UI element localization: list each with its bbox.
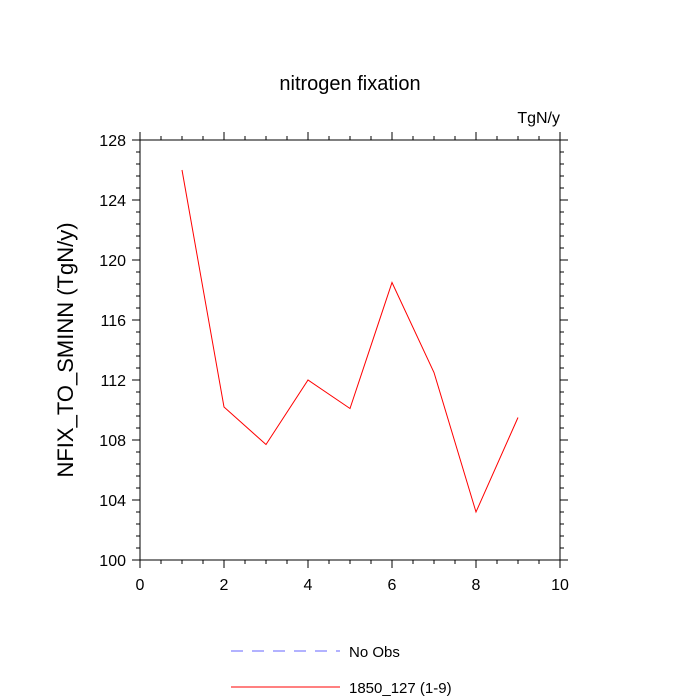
legend: No Obs 1850_127 (1-9) <box>231 644 452 697</box>
x-tick-label: 10 <box>551 577 569 594</box>
y-tick-label: 128 <box>99 133 126 150</box>
x-tick-label: 4 <box>304 577 313 594</box>
y-tick-label: 124 <box>99 193 126 210</box>
x-tick-label: 8 <box>472 577 481 594</box>
y-tick-label: 108 <box>99 433 126 450</box>
y-tick-label: 100 <box>99 553 126 570</box>
x-tick-label: 6 <box>388 577 397 594</box>
x-tick-label: 0 <box>136 577 145 594</box>
y-tick-label: 104 <box>99 493 126 510</box>
units-label: TgN/y <box>517 110 560 127</box>
plot-frame <box>139 139 561 561</box>
legend-label: 1850_127 (1-9) <box>349 680 452 697</box>
x-tick-label: 2 <box>220 577 229 594</box>
y-axis-label: NFIX_TO_SMINN (TgN/y) <box>53 222 78 477</box>
series-layer <box>181 169 519 514</box>
y-tick-label: 112 <box>100 373 126 390</box>
y-tick-label: 120 <box>99 253 126 270</box>
chart-title: nitrogen fixation <box>279 73 420 95</box>
series-line-0 <box>181 169 519 514</box>
legend-label: No Obs <box>349 644 400 661</box>
axis-ticks: 0 2 4 6 8 10 100 104 108 112 116 120 124 128 <box>99 132 569 594</box>
y-tick-label: 116 <box>100 313 126 330</box>
